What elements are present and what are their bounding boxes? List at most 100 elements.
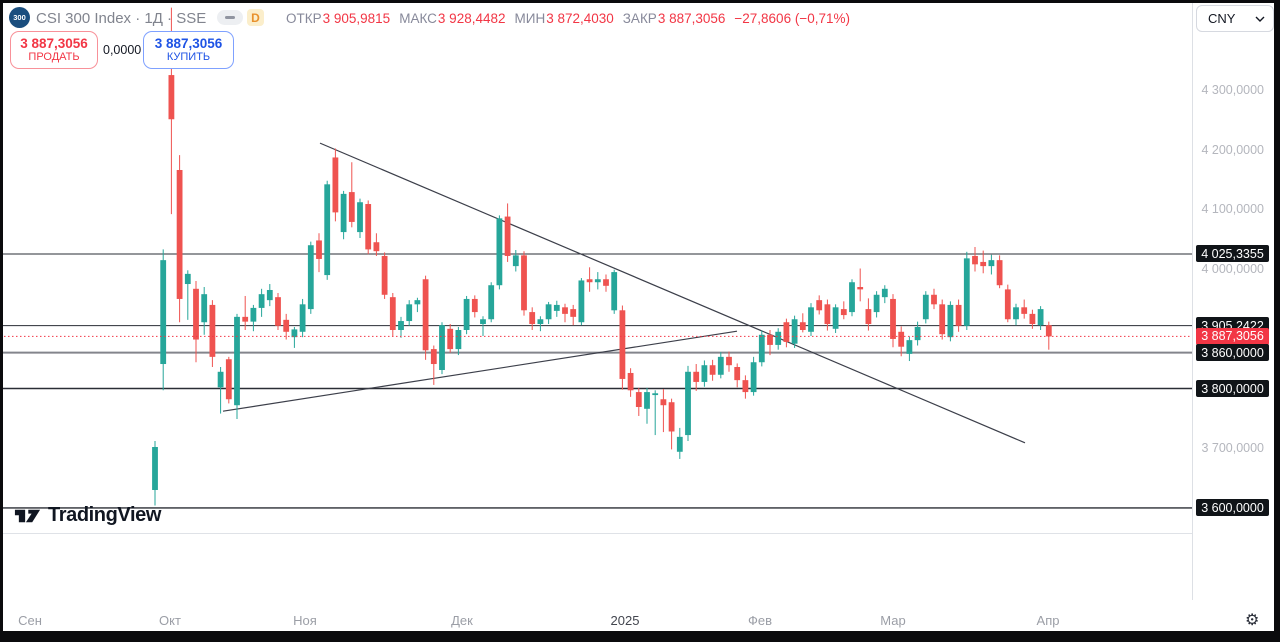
candle-body: [480, 319, 486, 325]
candle-body: [242, 316, 249, 322]
currency-selector[interactable]: CNY: [1196, 5, 1274, 32]
candle-body: [783, 322, 790, 342]
candle-body: [529, 312, 536, 325]
candle-body: [980, 261, 987, 267]
candle-body: [283, 319, 290, 332]
candle-body: [873, 294, 880, 313]
pane-separator[interactable]: [0, 533, 1280, 534]
candle-body: [996, 260, 1003, 286]
candle-body: [963, 258, 970, 326]
candle-body: [972, 255, 978, 265]
price-level-badge: 3 600,0000: [1196, 499, 1269, 517]
tradingview-logo-text: TradingView: [48, 504, 162, 526]
price-level-badge: 3 800,0000: [1196, 380, 1269, 397]
buy-button[interactable]: 3 887,3056 КУПИТЬ: [143, 31, 234, 69]
tradingview-logo-icon: [14, 509, 41, 522]
symbol-logo-badge[interactable]: 300: [9, 7, 30, 28]
candle-body: [488, 285, 495, 320]
price-axis[interactable]: 4 300,0000 4 200,0000 4 100,0000 4 000,0000…: [1193, 0, 1274, 631]
interval-badge[interactable]: D: [247, 9, 264, 26]
candle-body: [398, 321, 404, 330]
ohlc-low: МИН 3 872,4030: [514, 11, 614, 26]
candle-body: [1029, 313, 1036, 325]
candle-body: [816, 300, 823, 311]
candle-body: [676, 436, 683, 452]
candle-body: [849, 282, 855, 313]
candle-body: [988, 260, 995, 267]
candle-body: [808, 307, 814, 332]
candle-body: [865, 309, 872, 325]
candle-body: [898, 331, 905, 347]
candle-body: [594, 279, 601, 283]
candle-body: [914, 327, 921, 341]
time-axis-label: Ноя: [293, 613, 317, 628]
candle-body: [586, 279, 593, 283]
candle-body: [512, 255, 519, 267]
price-change: −27,8606 (−0,71%): [734, 11, 850, 26]
candle-body: [922, 294, 929, 320]
candle-body: [603, 279, 609, 286]
ohlc-high: МАКС 3 928,4482: [399, 11, 506, 26]
candle-body: [332, 157, 339, 213]
time-axis[interactable]: Сен Окт Ноя Дек 2025 Фев Мар Апр: [0, 600, 1280, 631]
candle-body: [160, 260, 167, 365]
price-level-badge: 4 025,3355: [1196, 245, 1269, 263]
candle-body: [611, 272, 618, 311]
candle-body: [644, 392, 650, 409]
candle-body: [250, 307, 257, 322]
candle-body: [414, 300, 421, 305]
trend-line: [319, 142, 1026, 444]
gear-icon[interactable]: ⚙: [1245, 612, 1260, 629]
candle-body: [545, 304, 552, 320]
candle-body: [496, 218, 503, 286]
symbol-title[interactable]: CSI 300 Index · 1Д · SSE: [36, 10, 207, 27]
candle-body: [701, 365, 708, 382]
candle-body: [447, 328, 454, 350]
candle-body: [348, 192, 355, 222]
candle-body: [168, 75, 175, 120]
market-status-pill: D: [217, 9, 264, 26]
candle-body: [652, 393, 659, 396]
price-axis-label: 4 200,0000: [1201, 142, 1264, 157]
candle-body: [422, 279, 429, 351]
candle-body: [791, 319, 798, 344]
candle-body: [1037, 309, 1044, 326]
market-closed-icon: [217, 10, 243, 25]
price-axis-label: 4 100,0000: [1201, 202, 1264, 217]
candle-body: [193, 288, 199, 340]
candle-body: [463, 298, 470, 330]
candle-body: [184, 273, 191, 285]
price-axis-label: 4 000,0000: [1201, 262, 1264, 277]
candle-body: [316, 240, 322, 259]
candle-body: [430, 349, 437, 365]
sell-label: ПРОДАТЬ: [28, 51, 80, 64]
frame-bottom: [0, 631, 1280, 642]
candle-body: [767, 334, 773, 345]
buy-label: КУПИТЬ: [166, 51, 211, 64]
candle-body: [709, 365, 716, 375]
candle-body: [717, 356, 724, 375]
candle-body: [799, 322, 806, 330]
candle-body: [373, 242, 380, 252]
candle-body: [455, 329, 462, 350]
candle-body: [890, 298, 896, 339]
candle-body: [504, 216, 511, 256]
candle-body: [553, 304, 560, 311]
last-price-badge: 3 887,3056: [1196, 327, 1269, 345]
candle-body: [389, 297, 396, 330]
price-axis-border: [1192, 0, 1193, 600]
candle-body: [570, 309, 577, 317]
candle-body: [537, 319, 544, 325]
candle-body: [857, 287, 864, 290]
candle-body: [275, 297, 281, 326]
candle-body: [619, 310, 626, 379]
tradingview-logo[interactable]: TradingView: [14, 504, 161, 527]
candle-body: [955, 304, 962, 326]
sell-button[interactable]: 3 887,3056 ПРОДАТЬ: [10, 31, 98, 69]
time-axis-label: Окт: [159, 613, 181, 628]
candle-body: [840, 309, 847, 316]
trend-line: [222, 330, 738, 412]
candle-body: [742, 380, 749, 393]
